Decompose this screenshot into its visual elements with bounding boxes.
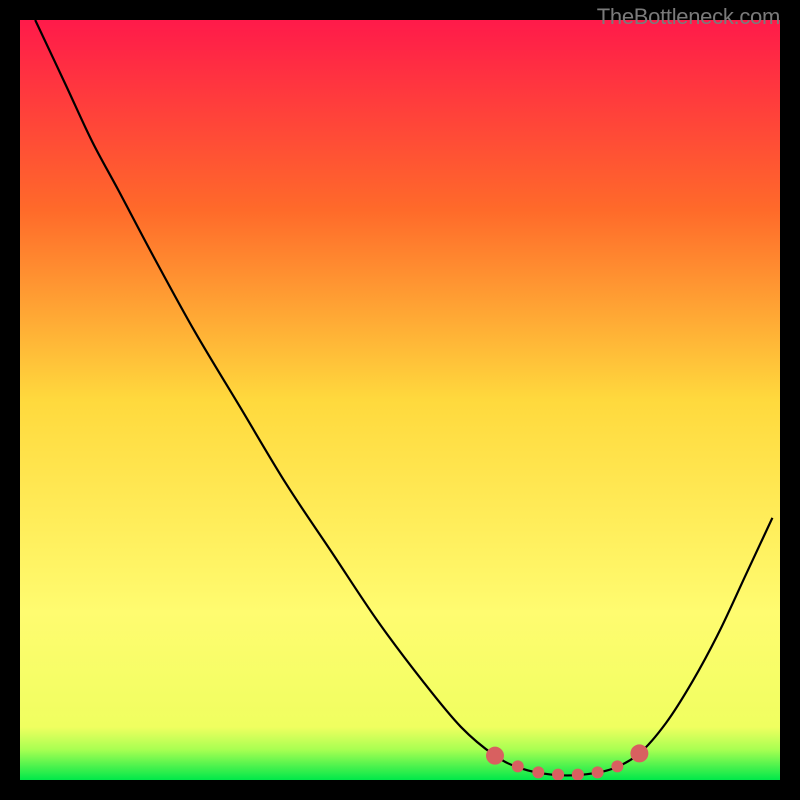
marker-dot <box>592 766 604 778</box>
gradient-background <box>20 20 780 780</box>
marker-dot <box>611 760 623 772</box>
watermark-text: TheBottleneck.com <box>597 4 780 30</box>
chart-svg <box>20 20 780 780</box>
bottleneck-chart <box>20 20 780 780</box>
marker-dot <box>512 760 524 772</box>
marker-dot <box>486 747 504 765</box>
marker-dot <box>532 766 544 778</box>
marker-dot <box>630 744 648 762</box>
